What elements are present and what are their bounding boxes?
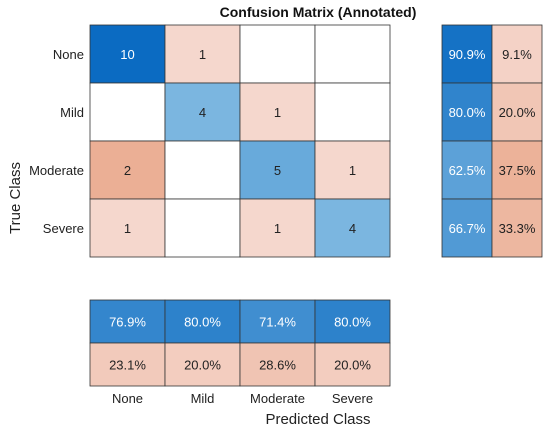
matrix-cell [314, 24, 391, 84]
x-axis-label: Predicted Class [265, 411, 370, 428]
column-summary-incorrect-value: 23.1% [109, 358, 146, 373]
column-tick-label: Mild [191, 391, 215, 406]
row-summary-correct-value: 90.9% [449, 47, 486, 62]
matrix-cell [314, 140, 391, 200]
row-summary-correct-value: 80.0% [449, 105, 486, 120]
column-summary-incorrect-value: 20.0% [334, 358, 371, 373]
column-summary-correct-value: 80.0% [334, 315, 371, 330]
row-summary-correct-cell [441, 140, 493, 200]
row-tick-label: Severe [43, 221, 84, 236]
row-summary-correct-cell [441, 82, 493, 142]
matrix-cell-value: 1 [274, 105, 281, 120]
column-summary-incorrect-cell [314, 342, 391, 387]
column-summary-incorrect-value: 28.6% [259, 358, 296, 373]
confusion-matrix-grid: 10 1 None None 4 1 Mild Mild 2 5 1 Moderate Moderate… [29, 24, 391, 406]
column-summary-panel: 76.9% 23.1% 80.0% 20.0% 71.4% 28.6% 80.0% 20.0% [89, 299, 391, 387]
row-summary-correct-value: 66.7% [449, 221, 486, 236]
matrix-cell [89, 24, 166, 84]
row-summary-correct-value: 62.5% [449, 163, 486, 178]
matrix-cell-value: 1 [349, 163, 356, 178]
row-tick-label: None [53, 47, 84, 62]
column-summary-incorrect-cell [89, 342, 166, 387]
matrix-cell-value: 4 [199, 105, 206, 120]
matrix-cell-value: 4 [349, 221, 356, 236]
column-tick-label: Severe [332, 391, 373, 406]
column-tick-label: Moderate [250, 391, 305, 406]
row-summary-incorrect-cell [491, 198, 543, 258]
y-axis-label: True Class [7, 162, 24, 234]
matrix-cell [239, 82, 316, 142]
row-tick-label: Moderate [29, 163, 84, 178]
matrix-cell [314, 82, 391, 142]
matrix-cell-value: 1 [199, 47, 206, 62]
matrix-cell-value: 5 [274, 163, 281, 178]
matrix-cell [239, 140, 316, 200]
row-summary-incorrect-value: 33.3% [499, 221, 536, 236]
row-tick-label: Mild [60, 105, 84, 120]
matrix-cell [239, 24, 316, 84]
row-summary-incorrect-value: 20.0% [499, 105, 536, 120]
row-summary-correct-cell [441, 198, 493, 258]
row-summary-incorrect-value: 37.5% [499, 163, 536, 178]
matrix-cell [89, 140, 166, 200]
matrix-cell-value: 10 [120, 47, 134, 62]
matrix-cell [164, 140, 241, 200]
row-summary-incorrect-cell [491, 24, 543, 84]
column-summary-correct-value: 80.0% [184, 315, 221, 330]
matrix-cell-value: 1 [274, 221, 281, 236]
column-summary-correct-cell [314, 299, 391, 344]
column-summary-incorrect-value: 20.0% [184, 358, 221, 373]
row-summary-panel: 90.9% 9.1% 80.0% 20.0% 62.5% 37.5% 66.7% 33.3% [441, 24, 543, 258]
matrix-cell-value: 2 [124, 163, 131, 178]
row-summary-correct-cell [441, 24, 493, 84]
column-summary-correct-value: 71.4% [259, 315, 296, 330]
matrix-cell [239, 198, 316, 258]
matrix-cell-value: 1 [124, 221, 131, 236]
row-summary-incorrect-cell [491, 140, 543, 200]
column-tick-label: None [112, 391, 143, 406]
column-summary-correct-value: 76.9% [109, 315, 146, 330]
matrix-cell [164, 198, 241, 258]
matrix-cell [89, 198, 166, 258]
column-summary-correct-cell [89, 299, 166, 344]
matrix-cell [89, 82, 166, 142]
matrix-cell [314, 198, 391, 258]
column-summary-correct-cell [164, 299, 241, 344]
chart-title: Confusion Matrix (Annotated) [220, 4, 417, 20]
row-summary-incorrect-value: 9.1% [502, 47, 532, 62]
